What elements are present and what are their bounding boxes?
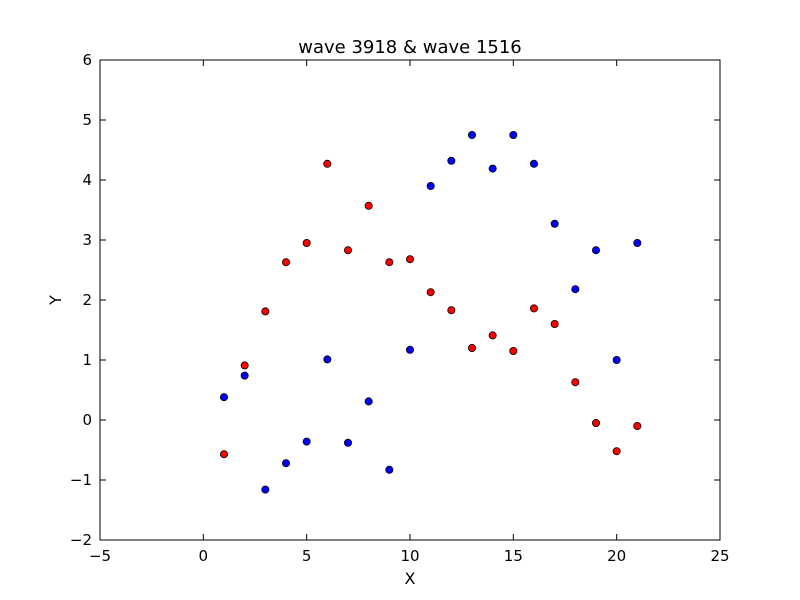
data-point-series-2 — [509, 346, 518, 355]
data-point-series-1 — [467, 130, 476, 139]
chart-title: wave 3918 & wave 1516 — [298, 37, 522, 58]
data-point-series-2 — [467, 343, 476, 352]
y-tick-label: 1 — [82, 351, 92, 369]
data-point-series-2 — [302, 238, 311, 247]
data-point-series-2 — [633, 421, 642, 430]
data-point-series-2 — [530, 304, 539, 313]
y-tick-label: 2 — [82, 291, 92, 309]
data-point-series-2 — [488, 331, 497, 340]
data-point-series-2 — [364, 201, 373, 210]
y-tick-label: 5 — [82, 111, 92, 129]
data-point-series-2 — [281, 258, 290, 267]
data-point-series-1 — [323, 355, 332, 364]
data-point-series-1 — [488, 164, 497, 173]
data-point-series-2 — [323, 159, 332, 168]
y-tick-label: −2 — [70, 531, 92, 549]
data-point-series-2 — [592, 418, 601, 427]
y-axis-label: Y — [46, 295, 65, 306]
data-point-series-2 — [571, 378, 580, 387]
data-point-series-1 — [364, 397, 373, 406]
x-tick-label: 15 — [504, 547, 523, 565]
data-point-series-2 — [240, 361, 249, 370]
data-point-series-1 — [530, 159, 539, 168]
data-point-series-1 — [592, 246, 601, 255]
x-tick-label: 5 — [302, 547, 312, 565]
data-point-series-1 — [240, 371, 249, 380]
data-point-series-2 — [550, 319, 559, 328]
data-point-series-2 — [612, 447, 621, 456]
axis-ticks — [99, 59, 721, 541]
axis-tick-labels: −5 0 5 10 15 20 25 −2 −1 0 1 2 3 4 5 6 — [70, 51, 730, 565]
data-point-series-1 — [509, 130, 518, 139]
x-tick-label: −5 — [89, 547, 111, 565]
data-point-series-1 — [261, 485, 270, 494]
x-tick-label: 0 — [199, 547, 209, 565]
data-point-series-1 — [426, 181, 435, 190]
data-points — [219, 130, 642, 494]
data-point-series-1 — [633, 238, 642, 247]
data-point-series-1 — [612, 355, 621, 364]
y-tick-label: 0 — [82, 411, 92, 429]
data-point-series-2 — [447, 306, 456, 315]
x-tick-label: 20 — [607, 547, 626, 565]
data-point-series-2 — [405, 255, 414, 264]
data-point-series-1 — [405, 345, 414, 354]
data-point-series-1 — [550, 219, 559, 228]
x-tick-label: 25 — [710, 547, 729, 565]
data-point-series-1 — [219, 393, 228, 402]
x-tick-label: 10 — [400, 547, 419, 565]
data-point-series-1 — [447, 156, 456, 165]
plot-frame — [99, 59, 721, 541]
data-point-series-2 — [343, 246, 352, 255]
y-tick-label: 3 — [82, 231, 92, 249]
data-point-series-2 — [385, 258, 394, 267]
data-point-series-2 — [219, 450, 228, 459]
data-point-series-1 — [343, 438, 352, 447]
y-tick-label: 4 — [82, 171, 92, 189]
x-axis-label: X — [405, 569, 416, 588]
y-tick-label: −1 — [70, 471, 92, 489]
data-point-series-2 — [426, 288, 435, 297]
data-point-series-2 — [261, 307, 270, 316]
data-point-series-1 — [385, 465, 394, 474]
data-point-series-1 — [281, 459, 290, 468]
data-point-series-1 — [302, 437, 311, 446]
data-point-series-1 — [571, 285, 580, 294]
y-tick-label: 6 — [82, 51, 92, 69]
